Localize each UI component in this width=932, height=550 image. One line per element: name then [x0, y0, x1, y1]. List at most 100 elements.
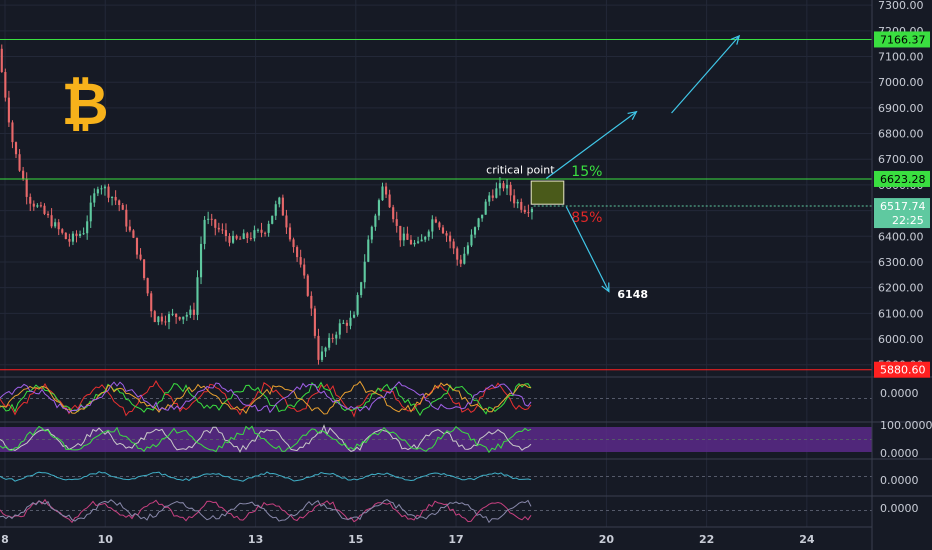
candle-body — [495, 188, 498, 198]
y-tick-label: 6000.00 — [878, 333, 924, 346]
candle-body — [43, 205, 46, 214]
indicator-panes — [0, 376, 932, 524]
candle-body — [164, 321, 167, 323]
candle-body — [210, 218, 213, 220]
bitcoin-logo-icon: ₿ — [61, 70, 108, 138]
candle-body — [196, 277, 199, 315]
candle-body — [281, 197, 284, 216]
projection-arrow — [565, 206, 610, 292]
candle-body — [199, 243, 203, 278]
candle-body — [317, 335, 320, 360]
indicator-line — [0, 380, 532, 415]
candle-body — [438, 222, 441, 228]
candle-body — [139, 254, 142, 260]
candle-body — [82, 233, 85, 235]
last-price-tag — [874, 198, 930, 229]
candle-body — [89, 202, 92, 222]
candle-body — [239, 238, 242, 240]
candle-body — [157, 316, 160, 323]
x-tick-label: 10 — [98, 533, 114, 546]
candle-body — [135, 237, 139, 255]
candle-body — [352, 314, 356, 318]
candle-body — [459, 259, 462, 264]
candle-body — [463, 253, 466, 264]
candle-body — [395, 219, 398, 226]
candle-body — [75, 233, 78, 236]
candle-body — [513, 195, 516, 204]
candle-body — [402, 233, 405, 241]
candle-body — [338, 323, 341, 335]
indicator-line — [0, 425, 532, 454]
resistance-price-tag — [874, 31, 930, 48]
candle-body — [441, 227, 445, 234]
candle-body — [470, 234, 473, 246]
candle-body — [107, 186, 110, 198]
candle-body — [406, 233, 409, 240]
indicator-line — [0, 471, 532, 482]
candle-body — [224, 230, 228, 237]
indicator-line — [0, 381, 532, 414]
resistance-price-label: 7166.37 — [880, 33, 926, 46]
candle-body — [477, 218, 480, 228]
candle-body — [310, 295, 313, 309]
candle-body — [39, 205, 42, 207]
candle-body — [7, 97, 10, 123]
candle-body — [466, 245, 469, 254]
candle-body — [64, 232, 67, 240]
y-tick-label: 6900.00 — [878, 102, 924, 115]
candle-body — [103, 186, 107, 189]
resistance-price-label: 6623.28 — [880, 173, 926, 186]
level-lines — [0, 38, 872, 371]
candle-body — [29, 196, 32, 204]
candle-body — [331, 337, 334, 339]
x-tick-label: 22 — [699, 533, 714, 546]
price-scale[interactable]: 7300.007200.007100.007000.006900.006800.… — [874, 0, 932, 515]
candle-body — [299, 257, 302, 265]
candle-body — [36, 205, 39, 207]
candle-body — [228, 236, 231, 243]
candle-body — [370, 226, 373, 240]
candle-body — [185, 314, 188, 317]
candle-body — [14, 142, 18, 155]
critical-point-label: critical point — [486, 164, 555, 177]
candle-body — [356, 295, 359, 315]
candle-body — [214, 219, 217, 228]
candle-body — [32, 203, 35, 207]
candle-body — [68, 239, 71, 242]
candle-body — [111, 196, 114, 198]
candle-countdown: 22:25 — [892, 214, 924, 227]
candle-body — [171, 313, 174, 315]
volatility-value-label: 0.0000 — [880, 474, 919, 487]
candle-body — [121, 205, 124, 210]
candle-body — [530, 208, 534, 213]
time-scale[interactable]: 8 10 13 15 17 20 22 24 — [1, 533, 815, 546]
candle-body — [256, 229, 260, 231]
y-tick-label: 7000.00 — [878, 76, 924, 89]
candle-body — [217, 227, 220, 230]
candle-body — [203, 219, 206, 244]
macd-value-label: 0.0000 — [880, 502, 919, 515]
stoch-value-label: 0.0000 — [880, 387, 919, 400]
candle-body — [417, 241, 420, 243]
candle-body — [516, 201, 519, 204]
probability-up-label: 15% — [571, 164, 602, 180]
candle-body — [114, 196, 117, 201]
stoch-rsi-upper-label: 100.0000 — [880, 419, 932, 432]
annotations-layer: critical point 15% 85% 6148 — [486, 34, 741, 301]
candle-body — [175, 313, 178, 318]
candle-body — [520, 201, 523, 210]
candle-body — [246, 233, 249, 238]
candle-body — [207, 218, 210, 220]
candle-body — [285, 215, 288, 228]
projection-arrow — [545, 111, 637, 179]
candle-body — [509, 184, 512, 196]
y-tick-label: 7300.00 — [878, 0, 924, 12]
candle-body — [292, 239, 295, 248]
candle-body — [306, 275, 309, 296]
y-tick-label: 6400.00 — [878, 230, 924, 243]
candle-body — [288, 227, 292, 240]
support-price-tag — [874, 361, 930, 378]
candle-body — [381, 186, 384, 201]
